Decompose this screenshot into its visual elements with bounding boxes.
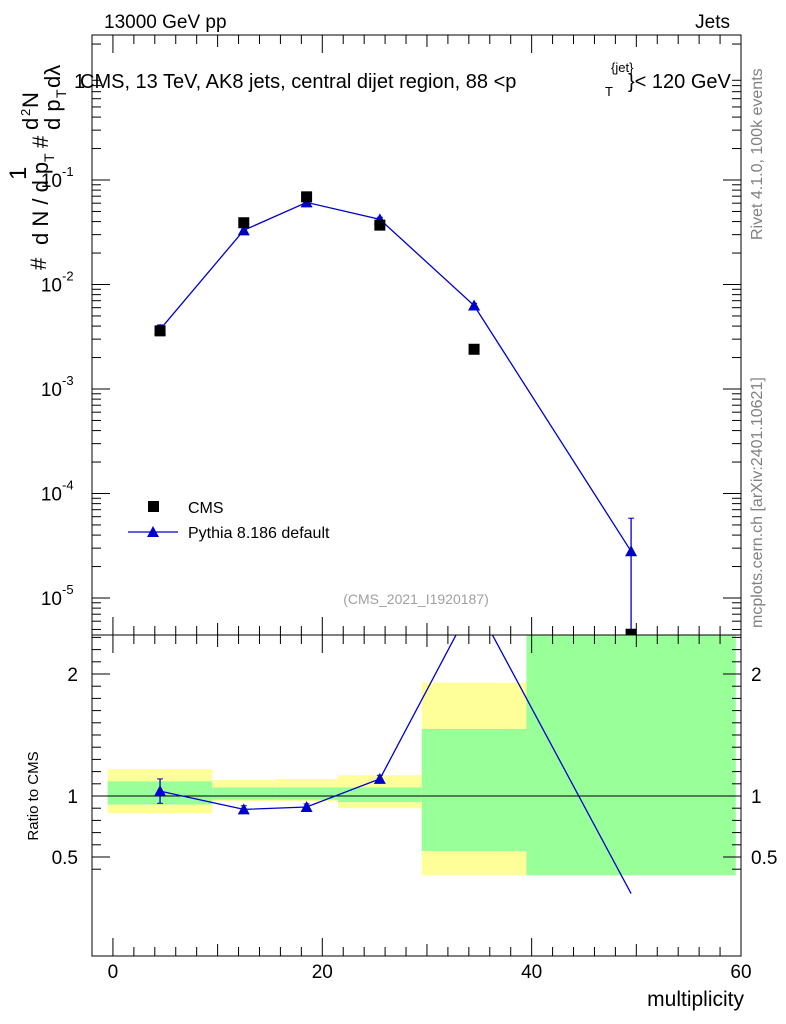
cms-marker [468, 343, 480, 355]
svg-text:d N / d p: d N / d p [28, 162, 53, 245]
svg-text:T: T [53, 89, 69, 98]
ratio-bands [107, 635, 736, 876]
pythia-line [159, 201, 632, 552]
ratio-marker [373, 772, 386, 784]
y-tick-label: 10 [41, 380, 62, 401]
cms-marker [374, 219, 386, 231]
x-tick-label: 0 [108, 962, 119, 983]
main-title: CMS, 13 TeV, AK8 jets, central dijet reg… [80, 71, 516, 93]
ratio-y-tick-label-right: 1 [751, 787, 762, 808]
y-tick-label: 10 [41, 171, 62, 192]
ratio-marker [300, 800, 313, 812]
svg-text:N: N [18, 92, 43, 108]
legend-cms-label: CMS [188, 500, 224, 517]
main-title-sup: {jet} [611, 60, 634, 75]
mcplots-label: mcplots.cern.ch [arXiv:2401.10621] [749, 377, 766, 628]
legend: CMS Pythia 8.186 default [128, 500, 330, 542]
cms-marker [301, 191, 313, 203]
ratio-line [159, 635, 632, 894]
main-panel: CMS, 13 TeV, AK8 jets, central dijet reg… [41, 34, 742, 640]
svg-text:2: 2 [18, 109, 33, 116]
green-band [526, 635, 736, 876]
header-right: Jets [695, 12, 730, 33]
legend-pythia-marker [147, 526, 159, 537]
ratio-y-tick-label-right: 0.5 [751, 848, 777, 869]
x-tick-label: 20 [312, 962, 333, 983]
pythia-marker [468, 299, 481, 311]
y-tick-label-exp: -5 [62, 582, 74, 597]
y-tick-label-exp: -1 [62, 164, 74, 179]
ratio-y-axis-label: Ratio to CMS [25, 751, 42, 840]
legend-pythia-label: Pythia 8.186 default [188, 525, 330, 542]
cms-marker [625, 628, 637, 640]
pythia-marker [625, 545, 638, 557]
svg-text:dλ: dλ [40, 65, 65, 88]
x-tick-label: 60 [730, 962, 751, 983]
y-tick-label: 10 [41, 276, 62, 297]
main-title-prefix: 1 [74, 71, 85, 93]
ratio-y-tick-label: 1 [67, 787, 78, 808]
ratio-marker [154, 785, 167, 797]
y-tick-label: 10 [41, 589, 62, 610]
ratio-marker [237, 803, 250, 815]
svg-text:#: # [28, 135, 53, 148]
rivet-label: Rivet 4.1.0, 100k events [749, 68, 766, 240]
ratio-y-tick-label: 0.5 [52, 848, 78, 869]
cms-marker [238, 217, 250, 229]
green-band [337, 787, 422, 803]
y-tick-label: 10 [41, 485, 62, 506]
x-tick-label: 40 [521, 962, 542, 983]
green-band [212, 787, 276, 800]
main-y-axis-label: # d N / d p T 1 # d d p T dλ N 2 [5, 65, 69, 270]
y-tick-label-exp: -2 [62, 269, 74, 284]
ratio-y-tick-label: 2 [67, 665, 78, 686]
cms-marker [154, 325, 166, 337]
y-tick-label-exp: -4 [62, 478, 74, 493]
ratio-line-group [154, 635, 632, 894]
main-title-tail: }< 120 GeV [628, 71, 732, 93]
green-band [421, 728, 527, 851]
svg-text:#: # [26, 257, 51, 270]
svg-text:d: d [18, 118, 43, 130]
svg-text:1: 1 [5, 167, 32, 180]
main-title-sub: T [605, 84, 613, 99]
green-band [275, 787, 338, 800]
x-axis-label: multiplicity [647, 988, 744, 1011]
main-frame [91, 34, 742, 636]
ratio-y-tick-label-right: 2 [751, 665, 762, 686]
pythia-marker [237, 224, 250, 236]
svg-text:T: T [41, 153, 57, 162]
header-left: 13000 GeV pp [104, 12, 227, 33]
y-tick-label-exp: -3 [62, 373, 74, 388]
legend-cms-marker [148, 501, 159, 512]
watermark: (CMS_2021_I1920187) [343, 591, 489, 607]
svg-text:d p: d p [40, 99, 65, 130]
